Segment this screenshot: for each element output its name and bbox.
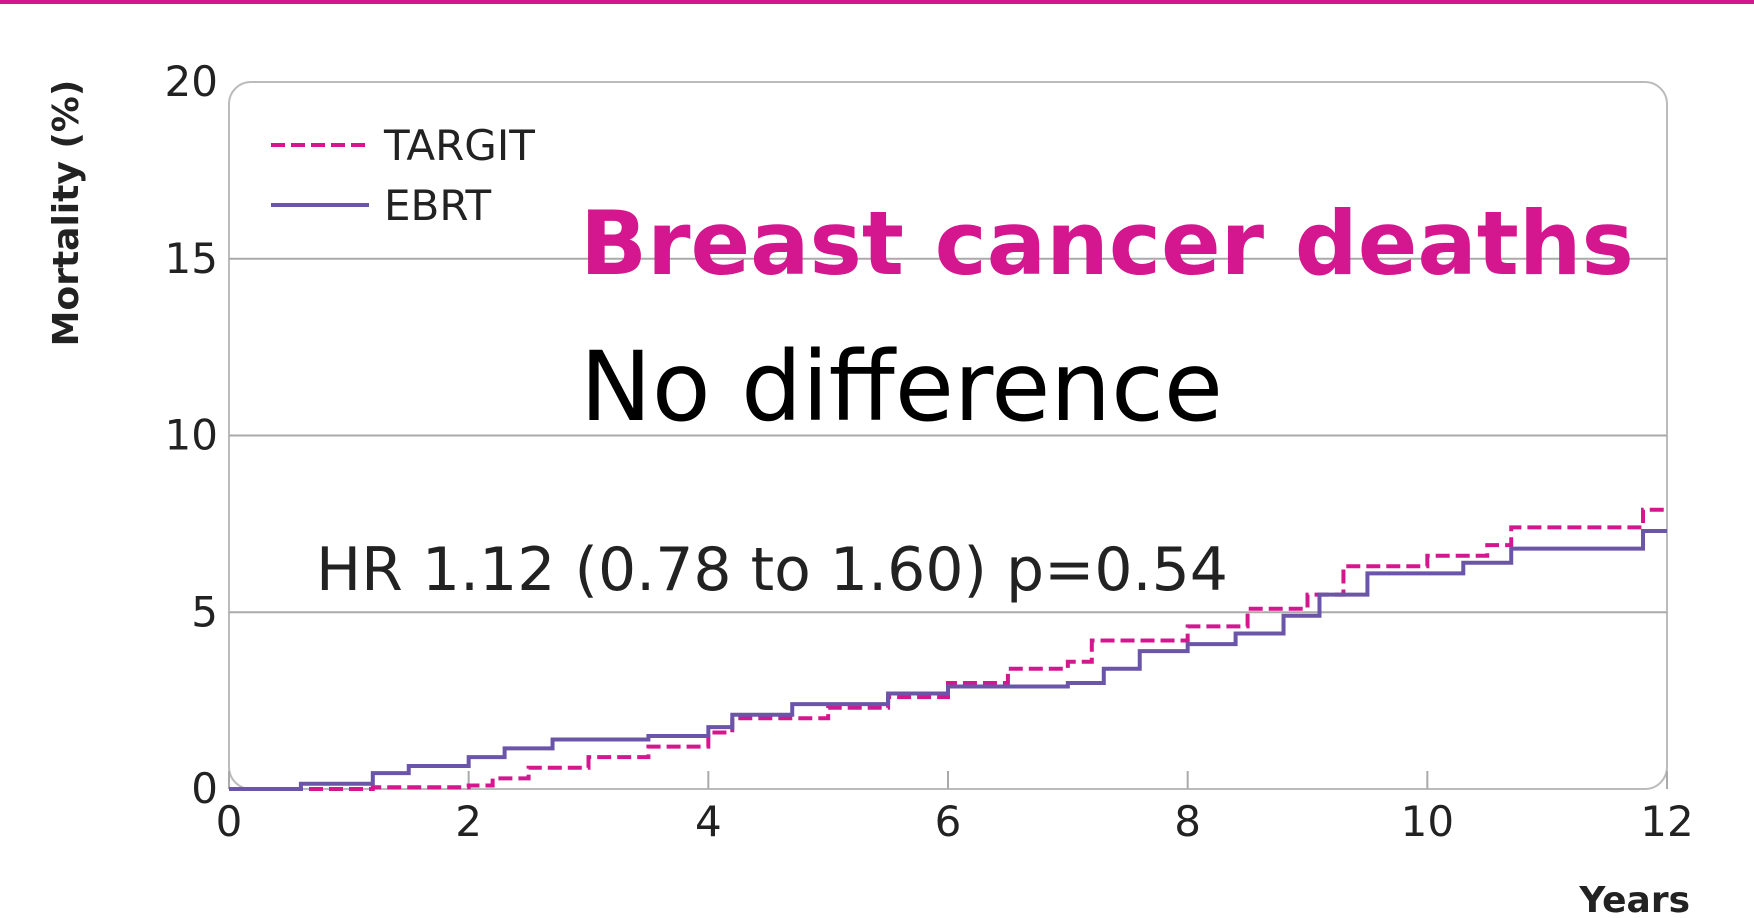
y-tick-label: 0 (191, 764, 218, 813)
legend-label: TARGIT (383, 121, 535, 170)
annotation-subtitle: No difference (580, 331, 1223, 443)
x-tick-label: 10 (1401, 797, 1454, 846)
x-tick-label: 2 (455, 797, 482, 846)
x-axis-label: Years (1578, 880, 1690, 918)
series-line (229, 507, 1667, 791)
y-tick-label: 5 (191, 587, 218, 636)
x-tick-label: 0 (216, 797, 243, 846)
top-bar (0, 0, 1754, 4)
y-tick-label: 20 (165, 57, 218, 106)
x-tick-label: 4 (695, 797, 722, 846)
annotation-hr: HR 1.12 (0.78 to 1.60) p=0.54 (316, 535, 1228, 605)
x-tick-label: 12 (1640, 797, 1693, 846)
y-tick-label: 10 (165, 411, 218, 460)
legend-label: EBRT (384, 181, 491, 230)
annotation-title: Breast cancer deaths (580, 192, 1634, 295)
y-axis-label: Mortality (%) (46, 80, 87, 347)
y-tick-label: 15 (165, 234, 218, 283)
series-line (229, 528, 1667, 791)
x-tick-label: 6 (935, 797, 962, 846)
x-tick-label: 8 (1174, 797, 1201, 846)
